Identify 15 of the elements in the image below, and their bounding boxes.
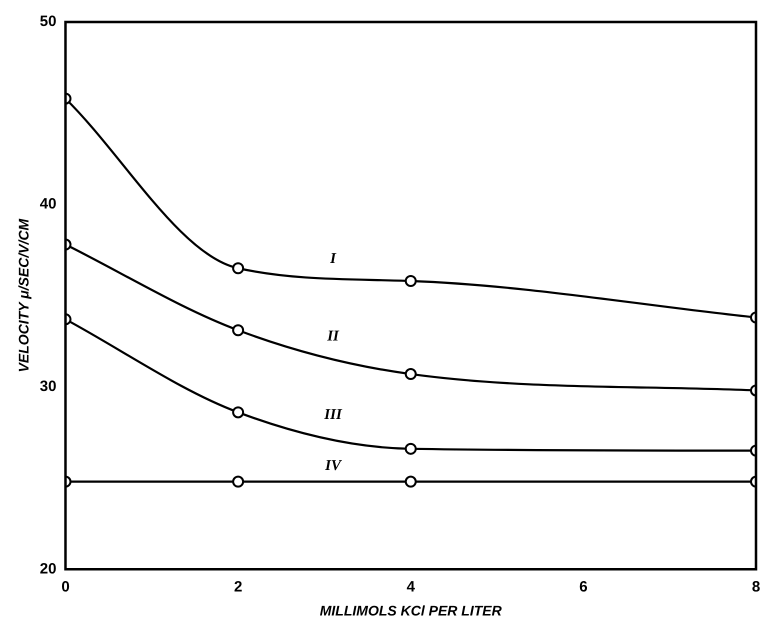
y-tick-label: 30 xyxy=(40,378,56,395)
x-tick-label: 2 xyxy=(234,578,242,596)
y-tick-label: 40 xyxy=(40,196,56,213)
series-label: II xyxy=(326,328,340,345)
x-axis-title: MILLIMOLS KCl PER LITER xyxy=(320,602,503,618)
x-tick-label: 4 xyxy=(406,578,416,596)
x-tick-label: 6 xyxy=(579,578,588,596)
series-label: I xyxy=(329,251,338,267)
y-tick-label: 50 xyxy=(40,13,56,30)
x-tick-label: 8 xyxy=(752,578,760,596)
x-tick-label: 0 xyxy=(61,578,70,596)
series-label: III xyxy=(323,406,343,423)
series-label: IV xyxy=(324,458,343,474)
y-tick-label: 20 xyxy=(40,560,56,578)
y-axis-title: VELOCITY μ/SEC/V/CM xyxy=(15,218,32,372)
